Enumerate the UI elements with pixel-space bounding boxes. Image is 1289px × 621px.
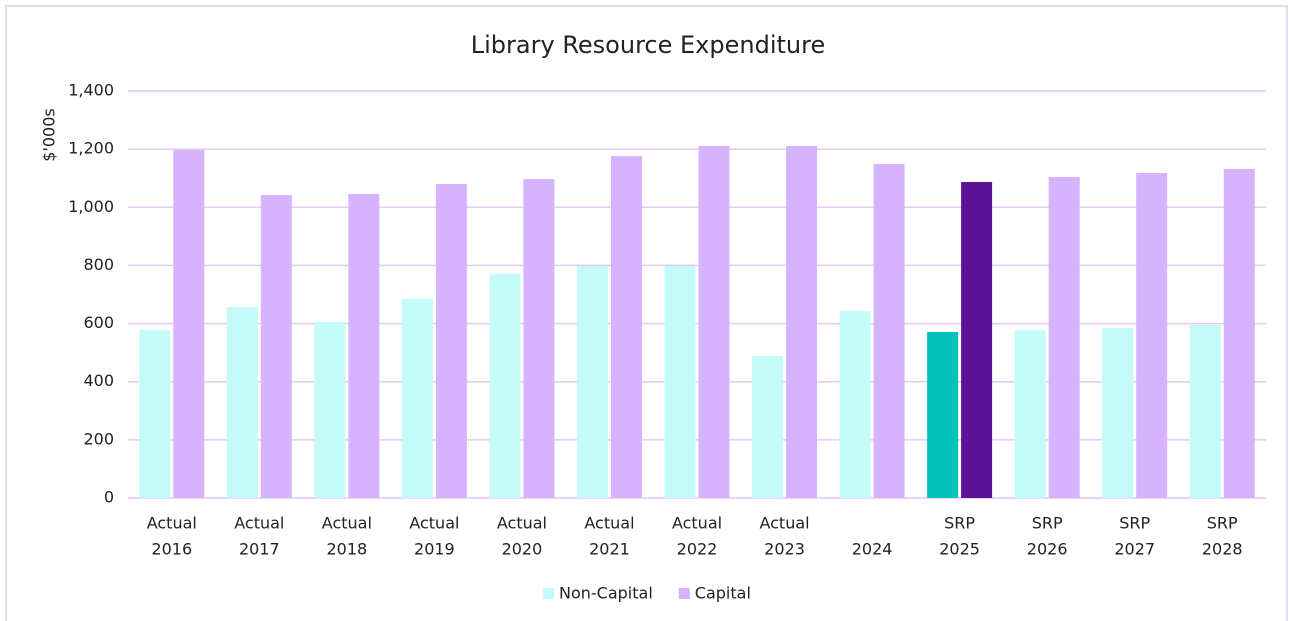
- y-tick-label: 800: [83, 255, 114, 274]
- legend-swatch: [543, 588, 554, 599]
- bar: [698, 145, 730, 498]
- bar: [226, 307, 258, 498]
- x-tick-label: 2024: [852, 540, 893, 559]
- bar: [173, 150, 205, 498]
- y-axis-label: $'000s: [40, 108, 59, 161]
- x-tick-label: Actual: [234, 514, 284, 533]
- x-tick-label: SRP: [1032, 514, 1063, 533]
- y-tick-label: 200: [83, 429, 114, 448]
- bar: [1102, 327, 1134, 498]
- bar: [786, 145, 818, 498]
- x-tick-label: 2026: [1027, 540, 1068, 559]
- x-tick-label: SRP: [1119, 514, 1150, 533]
- x-tick-label: Actual: [759, 514, 809, 533]
- bar: [489, 273, 521, 498]
- legend-label: Non-Capital: [559, 584, 653, 603]
- bar: [1048, 177, 1080, 498]
- bar: [1014, 329, 1046, 498]
- y-tick-label: 400: [83, 371, 114, 390]
- legend-swatch: [678, 588, 690, 599]
- bar: [752, 356, 784, 498]
- chart-title: Library Resource Expenditure: [471, 31, 825, 59]
- bar: [401, 298, 433, 498]
- x-tick-label: Actual: [409, 514, 459, 533]
- bar: [576, 266, 608, 498]
- x-tick-label: 2021: [589, 540, 630, 559]
- bar: [927, 332, 959, 498]
- x-tick-label: Actual: [672, 514, 722, 533]
- x-tick-label: 2027: [1114, 540, 1155, 559]
- bar: [314, 322, 346, 498]
- bar: [839, 311, 871, 498]
- x-tick-label: 2018: [326, 540, 367, 559]
- x-tick-label: 2020: [502, 540, 543, 559]
- x-tick-label: 2022: [677, 540, 718, 559]
- y-tick-label: 1,400: [68, 81, 114, 100]
- x-tick-label: Actual: [322, 514, 372, 533]
- x-tick-label: 2016: [151, 540, 192, 559]
- bar: [610, 156, 642, 498]
- bar: [523, 179, 555, 498]
- bar: [435, 184, 467, 498]
- bar: [139, 329, 171, 498]
- x-tick-label: 2019: [414, 540, 455, 559]
- legend-label: Capital: [695, 584, 751, 603]
- x-tick-label: Actual: [497, 514, 547, 533]
- x-tick-label: 2025: [939, 540, 980, 559]
- bar: [961, 181, 993, 498]
- bar: [664, 266, 696, 498]
- bar: [1223, 168, 1255, 498]
- bar: [1189, 325, 1221, 498]
- x-tick-label: Actual: [147, 514, 197, 533]
- bar: [873, 163, 905, 498]
- bar: [260, 195, 292, 498]
- bar: [348, 193, 380, 499]
- x-tick-label: 2017: [239, 540, 280, 559]
- x-tick-label: SRP: [1207, 514, 1238, 533]
- y-tick-label: 1,000: [68, 197, 114, 216]
- y-tick-label: 0: [104, 488, 114, 507]
- x-tick-label: 2028: [1202, 540, 1243, 559]
- y-tick-label: 1,200: [68, 139, 114, 158]
- x-tick-label: Actual: [584, 514, 634, 533]
- x-tick-label: SRP: [944, 514, 975, 533]
- x-tick-label: 2023: [764, 540, 805, 559]
- y-tick-label: 600: [83, 313, 114, 332]
- bar: [1136, 172, 1168, 498]
